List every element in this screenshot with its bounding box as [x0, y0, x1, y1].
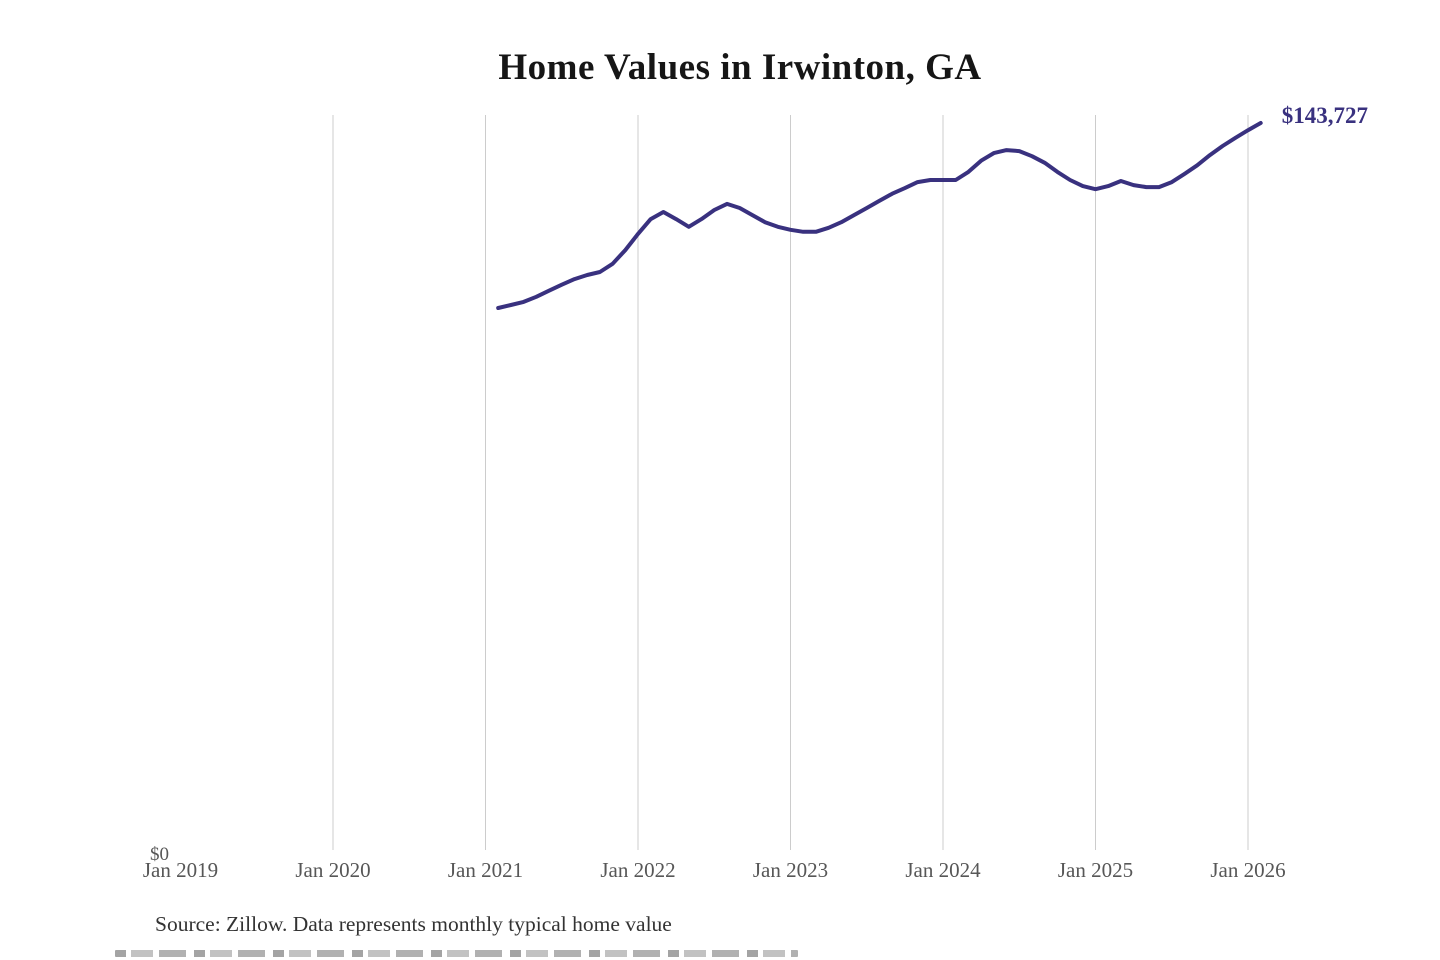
vertical-gridlines	[332, 115, 1249, 850]
x-axis-label-2025: Jan 2025	[1057, 858, 1134, 882]
x-axis-label-2020: Jan 2020	[295, 858, 371, 882]
y-axis-zero-label: $0	[150, 844, 169, 865]
x-axis-label-2021: Jan 2021	[447, 858, 524, 882]
home-value-line	[496, 121, 1263, 310]
x-axis-label-2022: Jan 2022	[600, 858, 676, 882]
chart-title: Home Values in Irwinton, GA	[498, 47, 982, 88]
source-note: Source: Zillow. Data represents monthly …	[155, 912, 672, 936]
x-axis-label-2019: Jan 2019	[142, 858, 219, 882]
x-axis-label-2024: Jan 2024	[905, 858, 981, 882]
clipped-text-artifact	[115, 950, 798, 957]
latest-value-label: $143,727	[1281, 103, 1368, 128]
x-axis-label-2023: Jan 2023	[752, 858, 829, 882]
x-axis-label-2026: Jan 2026	[1210, 858, 1286, 882]
